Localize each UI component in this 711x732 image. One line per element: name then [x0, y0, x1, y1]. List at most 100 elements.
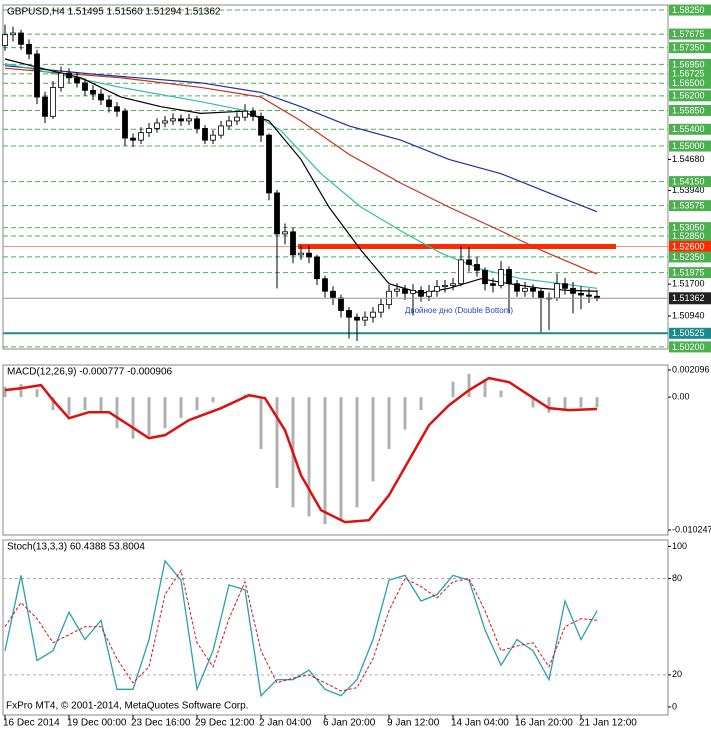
- level-label-box: [669, 140, 711, 152]
- stoch-signal: [4, 569, 598, 692]
- candle-body: [442, 284, 448, 288]
- level-label-box: [669, 267, 711, 279]
- candle-body: [530, 287, 536, 292]
- candle-body: [26, 43, 32, 55]
- macd-bar: [307, 397, 311, 517]
- level-label-box: [669, 327, 711, 339]
- x-tick-label: 19 Dec 00:00: [67, 718, 127, 729]
- last-price-label: 1.51362: [672, 293, 705, 303]
- candle-body: [50, 87, 56, 117]
- macd-bar: [403, 397, 407, 430]
- candle-body: [154, 122, 160, 129]
- candle-body: [66, 72, 72, 79]
- level-label: 1.57675: [672, 29, 705, 39]
- level-label: 1.53050: [672, 223, 705, 233]
- macd-bar: [467, 373, 471, 398]
- candle-body: [170, 118, 176, 122]
- level-label-box: [669, 176, 711, 188]
- macd-bar: [275, 397, 279, 488]
- candle-body: [74, 77, 80, 84]
- level-label-box: [669, 42, 711, 54]
- candle-body: [90, 89, 96, 95]
- level-label-box: [669, 90, 711, 102]
- candle-body: [82, 82, 88, 91]
- y-tick-label: 20: [672, 669, 682, 679]
- macd-bar: [83, 397, 87, 411]
- level-label-box: [669, 200, 711, 212]
- macd-bar: [579, 397, 583, 408]
- level-label: 1.51975: [672, 268, 705, 278]
- candle-body: [274, 192, 280, 235]
- x-tick-label: 14 Jan 04:00: [451, 718, 509, 729]
- candle-body: [58, 72, 64, 88]
- macd-bar: [195, 397, 199, 411]
- level-label-box: [669, 222, 711, 234]
- candle-body: [322, 278, 328, 292]
- stoch-main: [4, 559, 598, 698]
- candle-body: [18, 32, 24, 45]
- macd-bar: [19, 384, 23, 398]
- level-label-box: [669, 58, 711, 70]
- level-label-box: [669, 28, 711, 40]
- macd-bar: [99, 397, 103, 413]
- macd-bar: [499, 390, 503, 398]
- candle-body: [538, 290, 544, 299]
- y-tick-label: -0.010247: [672, 524, 711, 534]
- candle-body: [418, 290, 424, 297]
- last-price-box: [669, 292, 711, 305]
- macd-bar: [371, 397, 375, 482]
- candle-body: [562, 283, 568, 289]
- candle-body: [346, 310, 352, 318]
- macd-bar: [3, 386, 7, 398]
- candle-body: [578, 292, 584, 296]
- x-tick-label: 6 Jan 20:00: [323, 718, 376, 729]
- candle-body: [570, 287, 576, 294]
- panel-frame: [2, 4, 669, 350]
- x-tick-label: 23 Dec 16:00: [131, 718, 191, 729]
- candle-body: [290, 231, 296, 256]
- level-label: 1.56500: [672, 78, 705, 88]
- candle-body: [282, 231, 288, 235]
- macd-bar: [451, 381, 455, 398]
- y-tick-label: 0.002096: [672, 364, 710, 374]
- annotation: Двойное дно (Double Bottom): [405, 306, 513, 315]
- moving-average: [4, 67, 598, 275]
- level-label-box: [669, 123, 711, 135]
- level-label-box: [669, 4, 711, 16]
- level-label: 1.56725: [672, 69, 705, 79]
- level-label: 1.52350: [672, 252, 705, 262]
- x-tick-label: 16 Dec 2014: [3, 718, 60, 729]
- panel-frame: [2, 539, 669, 716]
- candle-body: [266, 134, 272, 194]
- level-label-box: [669, 240, 711, 252]
- candle-body: [194, 118, 200, 129]
- candle-body: [114, 106, 120, 112]
- y-tick-label: 1.51700: [672, 279, 705, 289]
- level-label-box: [669, 341, 711, 353]
- macd-bar: [259, 397, 263, 450]
- candle-body: [402, 288, 408, 294]
- panel-title: MACD(12,26,9) -0.000777 -0.000906: [7, 367, 173, 378]
- candle-body: [10, 32, 16, 36]
- candle-body: [362, 316, 368, 321]
- macd-bar: [355, 397, 359, 508]
- level-label: 1.50525: [672, 328, 705, 338]
- moving-average: [4, 65, 598, 213]
- y-tick-label: 0: [672, 701, 677, 711]
- candle-body: [410, 290, 416, 294]
- level-label-box: [669, 77, 711, 89]
- candle-body: [146, 128, 152, 134]
- x-tick-label: 9 Jan 12:00: [387, 718, 440, 729]
- candle-body: [226, 120, 232, 127]
- candle-body: [426, 290, 432, 297]
- candle-body: [394, 288, 400, 292]
- x-tick-label: 2 Jan 04:00: [259, 718, 312, 729]
- candle-body: [434, 286, 440, 292]
- level-label-box: [669, 104, 711, 116]
- level-label: 1.52850: [672, 231, 705, 241]
- candle-body: [466, 259, 472, 265]
- macd-bar: [323, 397, 327, 525]
- candle-body: [234, 116, 240, 122]
- y-tick-label: 1.53940: [672, 185, 705, 195]
- level-label: 1.55400: [672, 124, 705, 134]
